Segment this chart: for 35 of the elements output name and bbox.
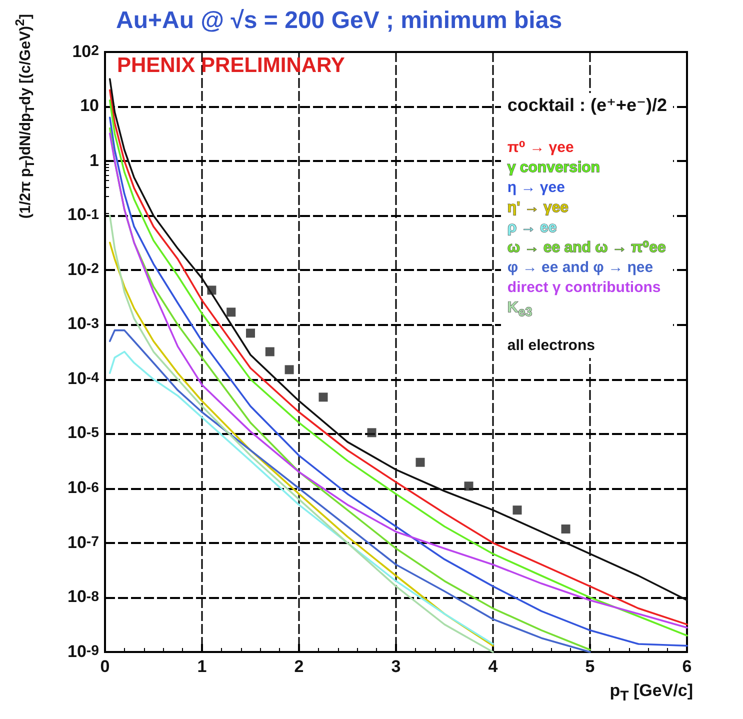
legend-title: cocktail : (e⁺+e⁻)/2 bbox=[507, 95, 667, 116]
point bbox=[226, 308, 236, 317]
chart-title: Au+Au @ √s = 200 GeV ; minimum bias bbox=[116, 7, 562, 34]
x-tick-label: 3 bbox=[390, 657, 402, 677]
x-tick-label: 1 bbox=[196, 657, 208, 677]
x-tick-label: 5 bbox=[584, 657, 596, 677]
text: K$_{e3}$ bbox=[507, 298, 534, 321]
text: η' → γee bbox=[507, 198, 570, 218]
point bbox=[246, 328, 255, 338]
text: all electrons bbox=[507, 336, 596, 356]
point bbox=[284, 365, 294, 374]
text: π⁰ → γee bbox=[507, 138, 575, 158]
point bbox=[464, 482, 474, 491]
text: η → γee bbox=[507, 178, 566, 198]
text: φ → ee and φ → ηee bbox=[507, 258, 654, 278]
y-tick-label: 1 bbox=[90, 150, 99, 172]
point bbox=[416, 458, 425, 467]
text: γ conversion bbox=[507, 158, 601, 178]
annotation: PHENIX PRELIMINARY bbox=[117, 54, 345, 78]
text: ω → ee and ω → π⁰ee bbox=[507, 238, 667, 258]
point bbox=[265, 347, 274, 356]
x-tick-label: 4 bbox=[487, 657, 499, 677]
text: direct γ contributions bbox=[507, 278, 662, 298]
point bbox=[207, 286, 216, 295]
point bbox=[512, 506, 522, 515]
x-tick-label: 2 bbox=[293, 657, 305, 677]
x-tick-label: 0 bbox=[99, 657, 111, 677]
point bbox=[367, 428, 376, 438]
x-axis-title: p$_{T}$ [GeV/c] bbox=[610, 681, 693, 705]
text: ρ → ee bbox=[507, 218, 558, 238]
line-series bbox=[108, 350, 494, 645]
point bbox=[561, 524, 570, 534]
point bbox=[318, 392, 328, 402]
y-tick-label: 10 bbox=[80, 96, 99, 118]
x-tick-label: 6 bbox=[681, 657, 693, 677]
